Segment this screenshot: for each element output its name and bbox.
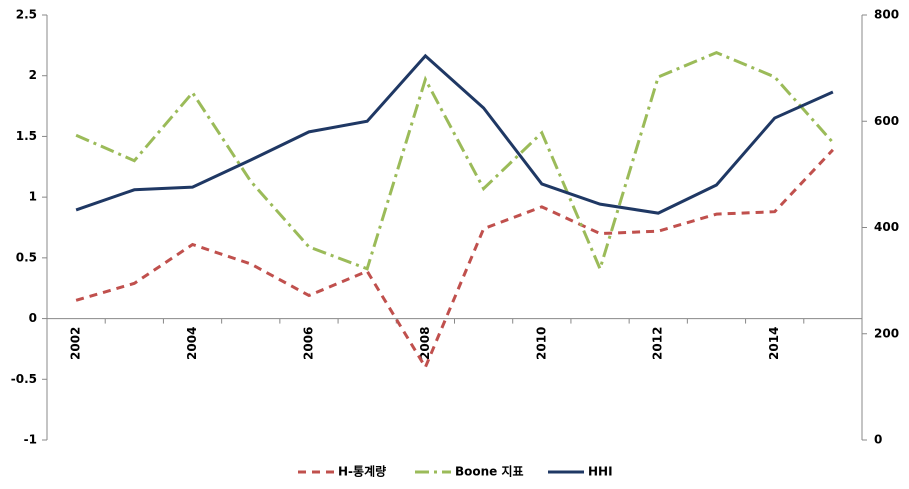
y2-tick-label: 600 — [874, 114, 899, 128]
y-tick-label: -1 — [24, 433, 37, 447]
y-tick-label: 1.5 — [16, 129, 37, 143]
y2-tick-label: 200 — [874, 326, 899, 340]
y2-tick-label: 0 — [874, 433, 882, 447]
x-tick-label: 2006 — [301, 327, 315, 360]
y-tick-label: 2.5 — [16, 8, 37, 22]
y-tick-label: 1 — [29, 190, 37, 204]
series-line — [75, 53, 834, 215]
x-tick-label: 2008 — [418, 327, 432, 360]
series-line — [75, 148, 834, 371]
series-line — [75, 51, 835, 274]
x-tick-label: 2004 — [185, 327, 199, 360]
x-tick-label: 2012 — [651, 327, 665, 360]
y-tick-label: 2 — [29, 68, 37, 82]
y2-tick-label: 400 — [874, 220, 899, 234]
x-tick-label: 2010 — [534, 327, 548, 360]
y-tick-label: 0 — [29, 311, 37, 325]
legend-label: HHI — [588, 465, 613, 479]
x-tick-label: 2014 — [767, 327, 781, 360]
y-tick-label: 0.5 — [16, 250, 37, 264]
legend-label: Boone 지표 — [455, 464, 524, 479]
legend-label: H-통계량 — [338, 464, 386, 479]
y2-tick-label: 800 — [874, 8, 899, 22]
x-tick-label: 2002 — [69, 327, 83, 360]
y-tick-label: -0.5 — [11, 372, 37, 386]
